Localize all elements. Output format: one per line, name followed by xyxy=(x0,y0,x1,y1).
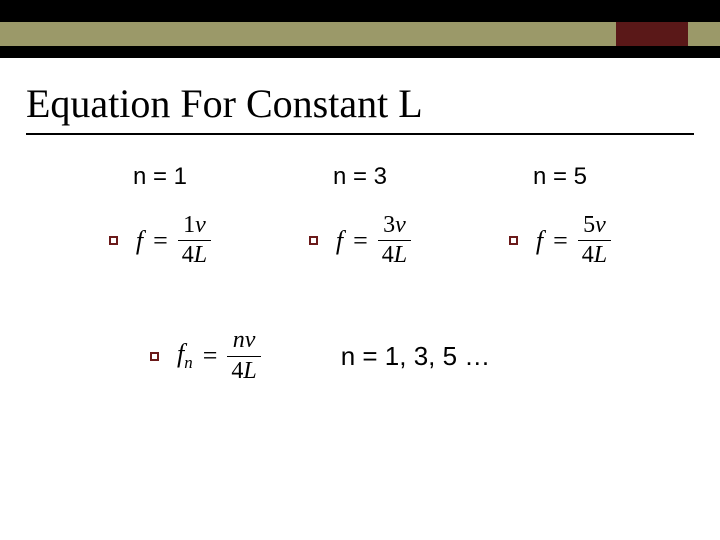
equals-sign: = xyxy=(203,341,218,371)
general-equation-row: fn = nv 4L n = 1, 3, 5 … xyxy=(0,268,720,383)
title-underline xyxy=(26,133,694,135)
column-n3: n = 3 f = 3v 4L xyxy=(260,163,460,268)
slide-title: Equation For Constant L xyxy=(26,80,694,127)
n-values-label: n = 1, 3, 5 … xyxy=(341,341,491,372)
column-n1: n = 1 f = 1v 4L xyxy=(60,163,260,268)
numerator: 5v xyxy=(579,213,610,238)
fraction: 5v 4L xyxy=(578,213,611,268)
equation-columns: n = 1 f = 1v 4L n = 3 f = 3v 4L n = 5 xyxy=(0,145,720,268)
maroon-accent-box xyxy=(616,22,688,46)
equation-n1: f = 1v 4L xyxy=(109,213,211,268)
eq-lhs: f xyxy=(136,226,143,256)
numerator: 3v xyxy=(379,213,410,238)
n-label: n = 5 xyxy=(460,163,660,191)
fraction-bar xyxy=(578,240,611,241)
fraction-bar xyxy=(227,356,260,357)
header-band xyxy=(0,0,720,58)
fraction: nv 4L xyxy=(227,328,260,383)
equation-n3: f = 3v 4L xyxy=(309,213,411,268)
numerator: 1v xyxy=(179,213,210,238)
fraction-bar xyxy=(378,240,411,241)
numerator: nv xyxy=(229,328,260,353)
bullet-icon xyxy=(109,236,118,245)
equation-n5: f = 5v 4L xyxy=(509,213,611,268)
equals-sign: = xyxy=(353,226,368,256)
denominator: 4L xyxy=(378,243,411,268)
denominator: 4L xyxy=(578,243,611,268)
olive-strip xyxy=(0,22,720,46)
eq-lhs: fn xyxy=(177,339,193,373)
denominator: 4L xyxy=(178,243,211,268)
bullet-icon xyxy=(150,352,159,361)
equals-sign: = xyxy=(553,226,568,256)
subscript: n xyxy=(184,353,192,372)
column-n5: n = 5 f = 5v 4L xyxy=(460,163,660,268)
fraction: 3v 4L xyxy=(378,213,411,268)
n-label: n = 3 xyxy=(260,163,460,191)
denominator: 4L xyxy=(227,359,260,384)
general-equation: fn = nv 4L xyxy=(150,328,261,383)
n-label: n = 1 xyxy=(60,163,260,191)
bullet-icon xyxy=(309,236,318,245)
eq-lhs: f xyxy=(336,226,343,256)
bullet-icon xyxy=(509,236,518,245)
equals-sign: = xyxy=(153,226,168,256)
eq-lhs: f xyxy=(536,226,543,256)
fraction: 1v 4L xyxy=(178,213,211,268)
fraction-bar xyxy=(178,240,211,241)
title-block: Equation For Constant L xyxy=(0,58,720,145)
